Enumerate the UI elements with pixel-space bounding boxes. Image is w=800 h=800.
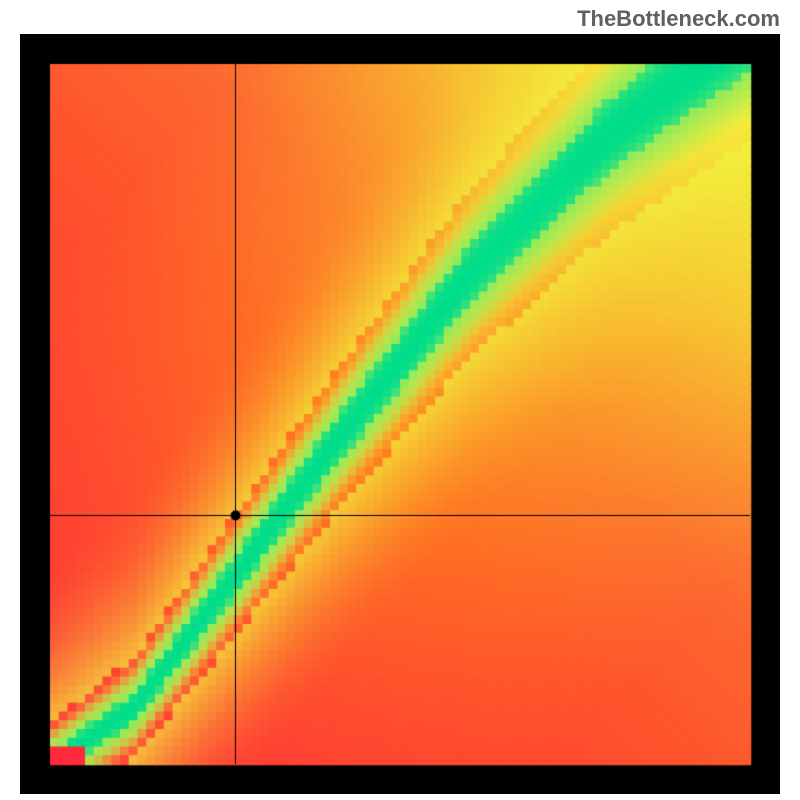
chart-frame (20, 34, 780, 794)
heatmap-canvas (20, 34, 780, 794)
watermark-text: TheBottleneck.com (577, 6, 780, 32)
